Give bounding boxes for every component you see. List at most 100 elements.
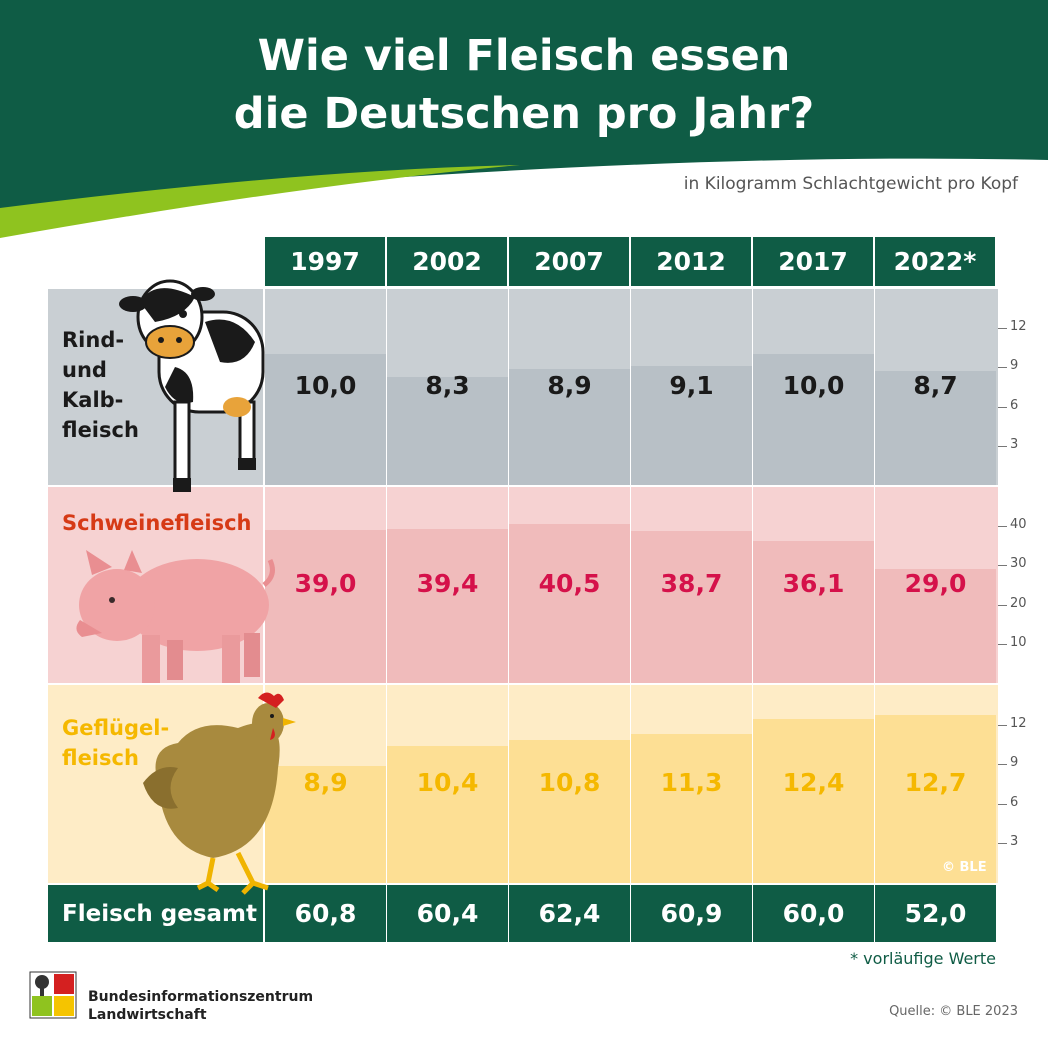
beef-tick-label: 3: [1010, 436, 1019, 452]
beef-value-label: 8,3: [425, 371, 470, 400]
beef-tick-mark: [998, 406, 1007, 408]
year-header: 2007: [509, 237, 629, 286]
beef-label-line: fleisch: [62, 418, 139, 442]
column-divider: [386, 685, 387, 883]
beef-value-label: 10,0: [782, 371, 845, 400]
column-divider: [630, 487, 631, 683]
pork-tick-label: 40: [1010, 517, 1027, 533]
pork-bar: [631, 531, 752, 683]
pork-value-label: 29,0: [904, 569, 967, 598]
beef-value-label: 8,9: [547, 371, 592, 400]
column-divider: [752, 289, 753, 485]
pork-tick-label: 20: [1010, 595, 1027, 611]
pork-value-label: 39,0: [294, 569, 357, 598]
beef-bar: [509, 368, 630, 485]
cow-illustration: [119, 279, 265, 492]
poultry-bar: [875, 715, 996, 883]
pork-tick-mark: [998, 643, 1007, 645]
chart-subtitle: in Kilogramm Schlachtgewicht pro Kopf: [683, 174, 1018, 194]
chart-title-line1: Wie viel Fleisch essen: [257, 31, 791, 81]
pork-tick-mark: [998, 604, 1007, 606]
logo-text-line1: Bundesinformationszentrum: [88, 989, 314, 1005]
pork-tick-label: 10: [1010, 634, 1027, 650]
column-divider: [752, 685, 753, 883]
total-value: 52,0: [875, 885, 996, 942]
beef-label-line: Kalb-: [62, 388, 124, 412]
year-header: 2012: [631, 237, 751, 286]
poultry-label: Geflügel- fleisch: [62, 713, 169, 773]
poultry-value-label: 12,4: [782, 768, 845, 797]
column-divider: [508, 487, 509, 683]
poultry-tick-label: 3: [1010, 834, 1019, 850]
column-divider: [752, 487, 753, 683]
beef-tick-mark: [998, 367, 1007, 369]
beef-tick-label: 12: [1010, 319, 1027, 335]
column-divider: [630, 685, 631, 883]
poultry-tick-mark: [998, 724, 1007, 726]
beef-value-label: 9,1: [669, 371, 714, 400]
poultry-tick-mark: [998, 843, 1007, 845]
poultry-value-label: 10,4: [416, 768, 479, 797]
beef-bar: [875, 371, 996, 485]
poultry-value-label: 12,7: [904, 768, 967, 797]
pork-value-label: 36,1: [782, 569, 845, 598]
chicken-illustration: [143, 692, 296, 895]
beef-bar: [387, 376, 508, 485]
poultry-bar: [631, 733, 752, 883]
logo-text-line2: Landwirtschaft: [88, 1007, 207, 1023]
pork-bar: [265, 530, 386, 683]
poultry-bar: [753, 719, 874, 883]
total-label: Fleisch gesamt: [62, 901, 258, 927]
logo-text: Bundesinformationszentrum Landwirtschaft: [88, 988, 313, 1024]
poultry-tick-label: 9: [1010, 755, 1019, 771]
beef-value-label: 10,0: [294, 371, 357, 400]
pork-value-label: 40,5: [538, 569, 601, 598]
total-value: 60,4: [387, 885, 508, 942]
footnote: * vorläufige Werte: [850, 949, 996, 968]
beef-label-line: Rind-: [62, 328, 125, 352]
beef-label-line: und: [62, 358, 107, 382]
beef-tick-label: 6: [1010, 397, 1019, 413]
pork-bar: [509, 524, 630, 683]
header-background: [0, 0, 1048, 238]
beef-tick-mark: [998, 328, 1007, 330]
year-header: 1997: [265, 237, 385, 286]
label-divider: [263, 289, 265, 883]
column-divider: [630, 289, 631, 485]
column-divider: [508, 685, 509, 883]
poultry-value-label: 11,3: [660, 768, 723, 797]
total-value: 60,8: [265, 885, 386, 942]
beef-label: Rind- und Kalb- fleisch: [62, 325, 139, 445]
poultry-label-line: fleisch: [62, 746, 139, 770]
column-divider: [874, 487, 875, 683]
pork-label: Schweinefleisch: [62, 511, 252, 535]
column-divider: [386, 487, 387, 683]
year-header: 2002: [387, 237, 507, 286]
pork-tick-label: 30: [1010, 556, 1027, 572]
poultry-tick-mark: [998, 803, 1007, 805]
pork-tick-mark: [998, 565, 1007, 567]
poultry-bar: [387, 745, 508, 883]
poultry-bar: [265, 765, 386, 883]
total-value: 60,9: [631, 885, 752, 942]
poultry-tick-mark: [998, 764, 1007, 766]
beef-bar: [631, 366, 752, 485]
pork-bar: [753, 541, 874, 683]
poultry-tick-label: 6: [1010, 794, 1019, 810]
ble-logo-icon: [29, 971, 77, 1019]
poultry-value-label: 10,8: [538, 768, 601, 797]
column-divider: [874, 289, 875, 485]
year-header: 2022*: [875, 237, 995, 286]
year-header: 2017: [753, 237, 873, 286]
beef-tick-mark: [998, 445, 1007, 447]
poultry-bar: [509, 740, 630, 883]
column-divider: [508, 289, 509, 485]
total-value: 62,4: [509, 885, 630, 942]
total-label-cell: [48, 885, 263, 942]
poultry-value-label: 8,9: [303, 768, 348, 797]
watermark: © BLE: [942, 860, 987, 875]
pig-illustration: [76, 550, 275, 683]
poultry-tick-label: 12: [1010, 715, 1027, 731]
beef-bar: [753, 354, 874, 485]
